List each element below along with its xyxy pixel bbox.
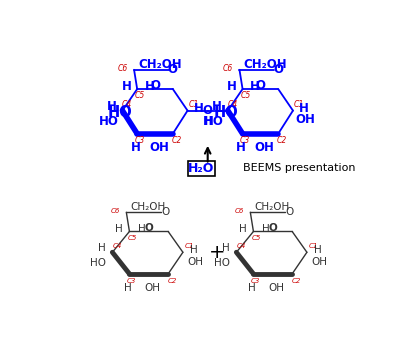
FancyBboxPatch shape [187,161,216,176]
Text: C5: C5 [241,91,251,100]
Text: C2: C2 [167,278,177,284]
Text: H: H [212,100,222,113]
Text: CH₂OH: CH₂OH [138,58,182,71]
Text: H: H [299,102,309,115]
Text: H: H [262,224,270,234]
Text: BEEMS presentation: BEEMS presentation [243,164,355,174]
Text: C6: C6 [223,64,233,73]
Text: OH: OH [254,141,274,154]
Text: C4: C4 [236,243,246,249]
Text: C3: C3 [240,136,250,145]
Text: CH₂OH: CH₂OH [254,202,289,212]
Text: H: H [236,141,246,154]
Text: HO: HO [108,105,133,120]
Text: H₂O: H₂O [188,162,215,175]
Text: C2: C2 [172,136,182,145]
Text: OH: OH [187,257,203,267]
Text: OH: OH [295,113,315,126]
Text: C2: C2 [291,278,301,284]
Text: H: H [121,80,131,93]
Text: O: O [256,79,266,92]
Text: C5: C5 [135,91,145,100]
Text: O: O [144,223,153,233]
Text: H: H [115,224,123,234]
Text: H: H [227,80,237,93]
Text: H: H [107,100,116,113]
Text: C6: C6 [111,208,120,214]
Text: C4: C4 [227,100,238,109]
Text: HO: HO [90,258,106,268]
Text: O: O [285,207,293,217]
Text: C5: C5 [128,235,137,241]
Text: O: O [168,63,178,76]
Text: H: H [190,245,197,255]
Text: C1: C1 [294,100,304,109]
Text: H: H [222,243,229,253]
Text: C1: C1 [308,243,318,249]
Text: O: O [161,207,169,217]
Text: CH₂OH: CH₂OH [243,58,287,71]
Text: C4: C4 [122,100,132,109]
Text: OH: OH [311,257,327,267]
Text: C2: C2 [277,136,287,145]
Text: CH₂OH: CH₂OH [130,202,166,212]
Text: C5: C5 [252,235,261,241]
Text: OH: OH [149,141,169,154]
Text: H: H [138,224,146,234]
Text: H: H [193,102,204,115]
Text: C6: C6 [118,64,128,73]
Text: H: H [250,80,260,93]
Text: OH: OH [145,283,161,293]
Text: C3: C3 [127,278,137,284]
Text: C1: C1 [185,243,194,249]
Text: H: H [124,283,132,293]
Text: C3: C3 [251,278,260,284]
Text: H: H [203,115,213,128]
Text: H: H [131,141,141,154]
Text: +: + [209,243,225,262]
Text: HO: HO [99,115,118,128]
Text: O: O [203,104,213,117]
Text: H: H [248,283,256,293]
Text: HO: HO [214,258,231,268]
Text: H: H [98,243,106,253]
Text: C4: C4 [112,243,122,249]
Text: HO: HO [204,115,224,128]
Text: H: H [239,224,247,234]
Text: H: H [314,245,322,255]
Text: H: H [145,80,154,93]
Text: C6: C6 [235,208,244,214]
Text: OH: OH [269,283,285,293]
Text: C3: C3 [134,136,145,145]
Text: O: O [150,79,160,92]
Text: C1: C1 [189,100,199,109]
Text: O: O [268,223,277,233]
Text: O: O [273,63,283,76]
Text: HO: HO [213,105,238,120]
